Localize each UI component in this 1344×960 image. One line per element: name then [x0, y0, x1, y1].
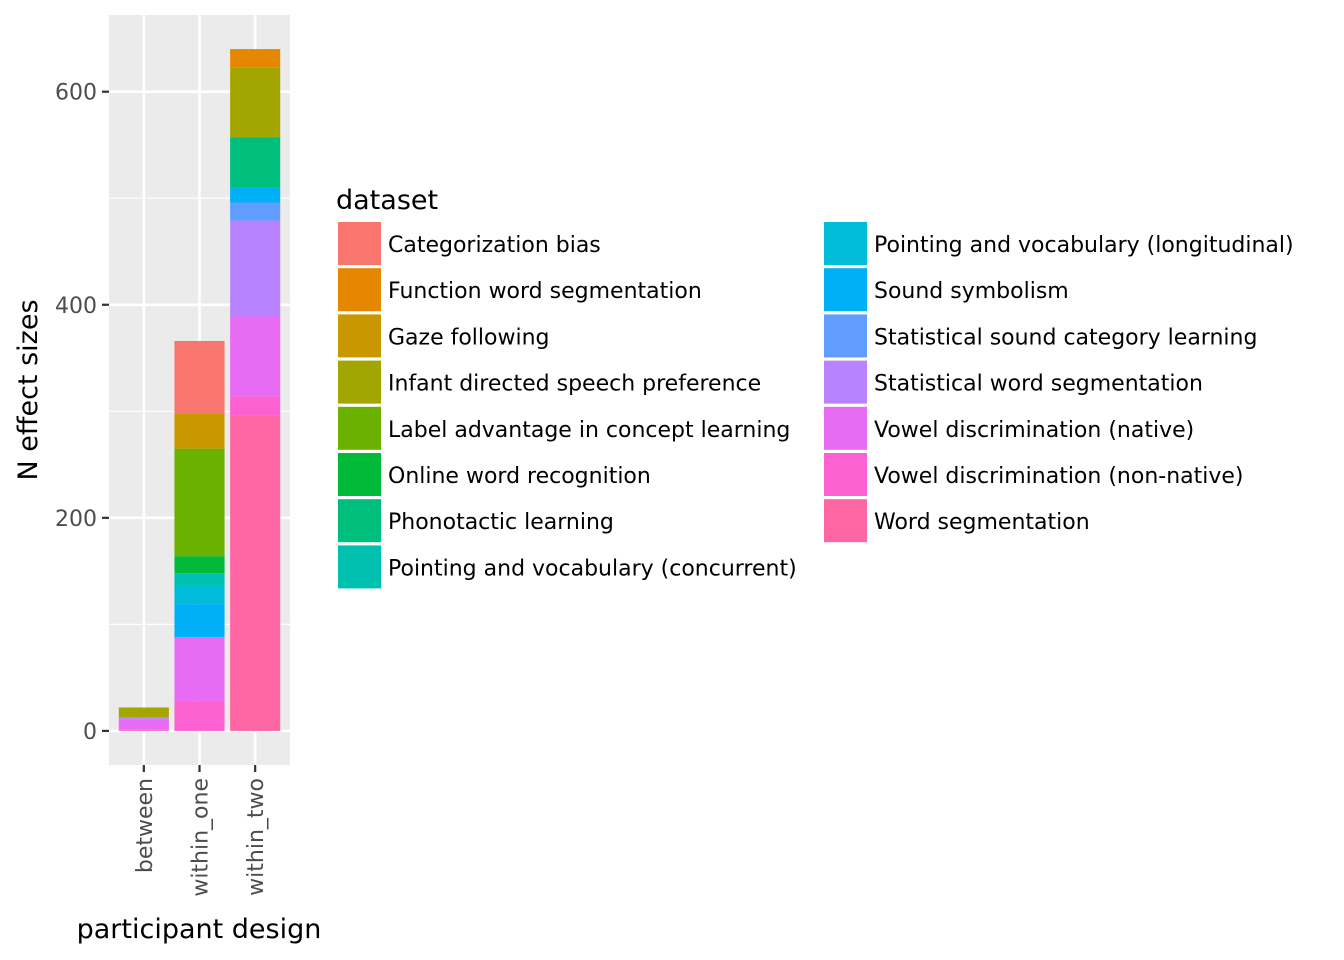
legend-key — [824, 222, 867, 265]
legend-label: Online word recognition — [388, 464, 651, 489]
legend-key — [824, 499, 867, 543]
bar-stacks — [118, 49, 281, 731]
legend-key — [338, 545, 381, 589]
legend-key — [824, 268, 867, 312]
legend: dataset Categorization bias Function word… — [336, 185, 1294, 589]
bar-segment — [118, 719, 169, 730]
bar-segment — [174, 448, 225, 557]
legend-key — [824, 314, 867, 358]
legend-label: Vowel discrimination (non-native) — [874, 464, 1244, 489]
bar-segment — [230, 67, 281, 138]
x-axis: between within_one within_two — [133, 765, 269, 897]
legend-key — [824, 406, 867, 450]
legend-label: Statistical word segmentation — [874, 372, 1203, 397]
legend-key — [338, 360, 381, 404]
x-tick-label: within_one — [189, 778, 214, 897]
x-axis-title: participant design — [77, 914, 322, 945]
legend-key — [338, 499, 381, 543]
bar-segment — [230, 202, 281, 221]
legend-label: Function word segmentation — [388, 279, 702, 304]
legend-key — [338, 314, 381, 358]
bar-segment — [230, 396, 281, 416]
x-tick-label: within_two — [244, 778, 269, 896]
legend-key — [338, 453, 381, 496]
bar-segment — [230, 316, 281, 397]
legend-label: Sound symbolism — [874, 279, 1069, 304]
bar-segment — [230, 49, 281, 68]
legend-label: Phonotactic learning — [388, 510, 614, 535]
y-axis: 0 200 400 600 — [55, 81, 109, 745]
legend-key — [338, 406, 381, 450]
bar-segment — [230, 220, 281, 317]
legend-key — [824, 360, 867, 404]
bar-segment — [174, 586, 225, 605]
legend-key — [338, 268, 381, 312]
bar-segment — [174, 604, 225, 638]
y-tick-label: 600 — [55, 81, 97, 106]
y-tick-label: 400 — [55, 294, 97, 319]
x-tick-label: between — [133, 778, 158, 873]
legend-title: dataset — [336, 185, 438, 216]
bar-segment — [174, 701, 225, 731]
legend-label: Categorization bias — [388, 233, 601, 258]
bar-segment — [118, 717, 169, 720]
y-axis-title: N effect sizes — [13, 299, 44, 480]
legend-key — [338, 222, 381, 265]
legend-label: Infant directed speech preference — [388, 372, 761, 397]
bar-segment — [230, 187, 281, 203]
bar-segment — [174, 340, 225, 414]
bar-segment — [230, 137, 281, 188]
bar-segment — [174, 556, 225, 574]
y-tick-label: 200 — [55, 507, 97, 532]
bar-segment — [118, 729, 169, 731]
y-tick-label: 0 — [83, 720, 97, 745]
legend-label: Pointing and vocabulary (concurrent) — [388, 556, 797, 581]
legend-label: Vowel discrimination (native) — [874, 418, 1194, 443]
legend-key — [824, 453, 867, 496]
legend-label: Gaze following — [388, 325, 550, 350]
legend-label: Word segmentation — [874, 510, 1090, 535]
bar-segment — [174, 413, 225, 449]
legend-label: Label advantage in concept learning — [388, 418, 790, 443]
legend-label: Statistical sound category learning — [874, 325, 1257, 350]
bar-segment — [230, 415, 281, 731]
bar-segment — [174, 573, 225, 587]
bar-segment — [174, 637, 225, 702]
bar-segment — [118, 707, 169, 718]
legend-label: Pointing and vocabulary (longitudinal) — [874, 233, 1294, 258]
legend-items: Categorization bias Function word segment… — [338, 222, 1294, 589]
